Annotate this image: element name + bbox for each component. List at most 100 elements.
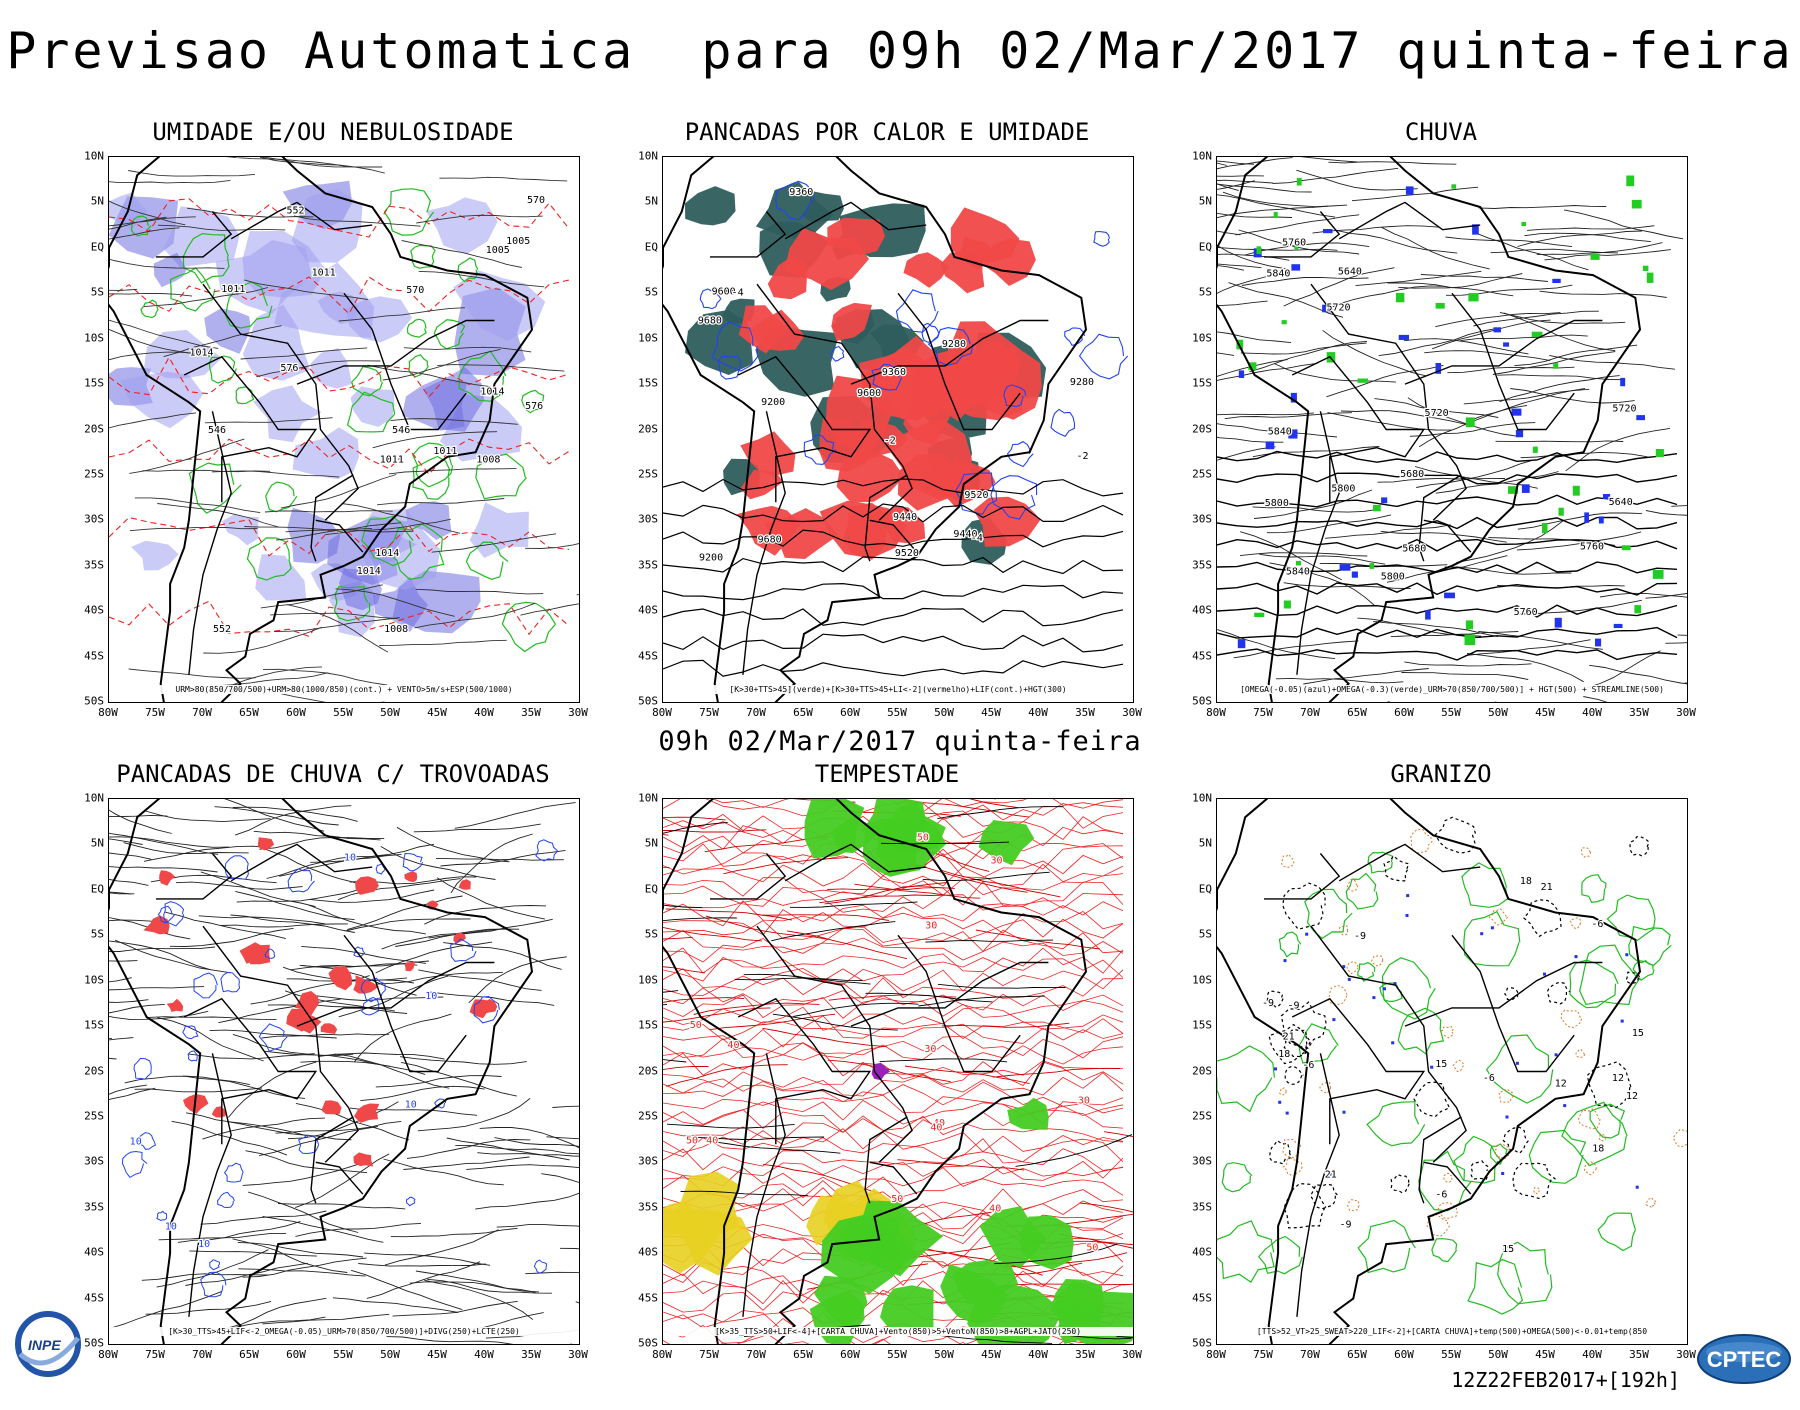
lat-tick-label: EQ [91, 240, 104, 253]
omega-cell [1595, 639, 1601, 647]
height-contour [1217, 628, 1677, 639]
omega-cell [1291, 264, 1300, 270]
omega-cell [1399, 335, 1409, 340]
lon-tick-label: 50W [1488, 1348, 1508, 1361]
lifted-index-contour [1080, 334, 1128, 379]
wind-vector [925, 940, 1053, 942]
contour-label: 5640 [1338, 267, 1362, 278]
lat-tick-label: 30S [1192, 1155, 1212, 1168]
thunderstorm-area [159, 870, 175, 886]
contour-label: 50 [891, 1194, 903, 1205]
wind-vector [773, 1014, 898, 1030]
temperature-contour [1580, 945, 1641, 1004]
streamline [1378, 478, 1506, 482]
height-contour [1217, 540, 1677, 551]
omega-cell [1542, 523, 1548, 533]
height-contour [663, 660, 1123, 676]
contour-label: 1014 [189, 347, 213, 358]
omega-cell [1573, 486, 1580, 496]
lat-tick-label: 20S [84, 422, 104, 435]
contour-label: 10 [344, 853, 356, 864]
streamline [455, 1146, 579, 1154]
lon-tick-label: 80W [652, 1348, 672, 1361]
convection-area [940, 251, 984, 293]
contour-label: 9520 [964, 490, 988, 501]
contour-label: 15 [1435, 1059, 1447, 1070]
wind-vector [714, 1142, 841, 1153]
wind-vector [663, 900, 702, 908]
hail-cell [1625, 953, 1628, 956]
streamline [1323, 330, 1427, 376]
lon-tick-label: 40W [1582, 1348, 1602, 1361]
contour-label: 546 [392, 425, 410, 436]
lat-tick-label: 15S [84, 1019, 104, 1032]
lat-tick-label: 5S [1199, 928, 1212, 941]
panel-title: GRANIZO [1176, 760, 1706, 788]
temperature-contour [1505, 988, 1518, 1000]
contour-label: 12 [1626, 1091, 1638, 1102]
temperature-contour [1630, 837, 1649, 856]
height-contour [1217, 649, 1677, 660]
thunderstorm-area [404, 961, 415, 971]
temperature-contour [1358, 1221, 1415, 1273]
inpe-logo-text: INPE [28, 1337, 61, 1353]
temperature-contour [1383, 958, 1436, 1019]
lat-tick-label: 10N [1192, 792, 1212, 805]
omega-cell [1643, 266, 1648, 271]
lat-tick-label: 5N [91, 837, 104, 850]
country-border [1264, 854, 1339, 899]
streamline [1665, 641, 1687, 653]
lon-tick-label: 75W [145, 1348, 165, 1361]
omega-cell [1626, 176, 1634, 187]
hail-cell [1278, 1101, 1281, 1104]
temperature-contour [1414, 1082, 1450, 1117]
wind-streamline [663, 937, 693, 941]
streamline [1273, 168, 1399, 183]
divergence-contour [534, 1260, 546, 1273]
contour-label: 9680 [758, 535, 782, 546]
contour-label: 12 [1612, 1073, 1624, 1084]
height-contour [663, 634, 1123, 652]
cptec-logo[interactable]: CPTEC [1696, 1332, 1792, 1386]
lon-tick-label: 65W [1347, 706, 1367, 719]
temperature-contour [1391, 1175, 1409, 1193]
omega-cell [1352, 572, 1358, 578]
streamline [1236, 215, 1360, 235]
streamline [1241, 343, 1367, 354]
height-contour [1217, 517, 1677, 528]
jet-contour [663, 874, 1123, 897]
inpe-logo[interactable]: INPE [6, 1308, 88, 1386]
omega-cell [1468, 293, 1478, 301]
lon-tick-label: 80W [1206, 706, 1226, 719]
temperature-contour [1217, 1046, 1274, 1111]
temperature-contour [1305, 889, 1352, 938]
streamline [560, 1248, 579, 1264]
contour-label: 552 [286, 206, 304, 217]
lat-tick-label: 10S [84, 331, 104, 344]
thunderstorm-area [143, 916, 169, 935]
lon-tick-label: 35W [521, 706, 541, 719]
contour-label: 30 [1078, 1096, 1090, 1107]
lon-tick-label: 30W [1676, 706, 1696, 719]
hail-cell [1621, 1020, 1624, 1023]
contour-label: 1014 [357, 566, 381, 577]
omega-cell [1396, 293, 1404, 302]
lat-tick-label: 20S [1192, 422, 1212, 435]
lat-tick-label: 25S [84, 1109, 104, 1122]
contour-label: 1011 [380, 454, 404, 465]
divergence-contour [451, 939, 477, 961]
panel-caption: [K>35_TTS>50+LIF<-4]+[CARTA CHUVA]+Vento… [663, 1327, 1133, 1336]
streamline [246, 1151, 368, 1173]
height-contour [663, 609, 1123, 626]
streamline [211, 799, 324, 831]
streamline [109, 961, 137, 971]
wind-streamline [663, 1008, 770, 1025]
omega-contour [1646, 1198, 1655, 1208]
omega-cell [1274, 212, 1278, 218]
temperature-contour [1529, 1130, 1585, 1183]
